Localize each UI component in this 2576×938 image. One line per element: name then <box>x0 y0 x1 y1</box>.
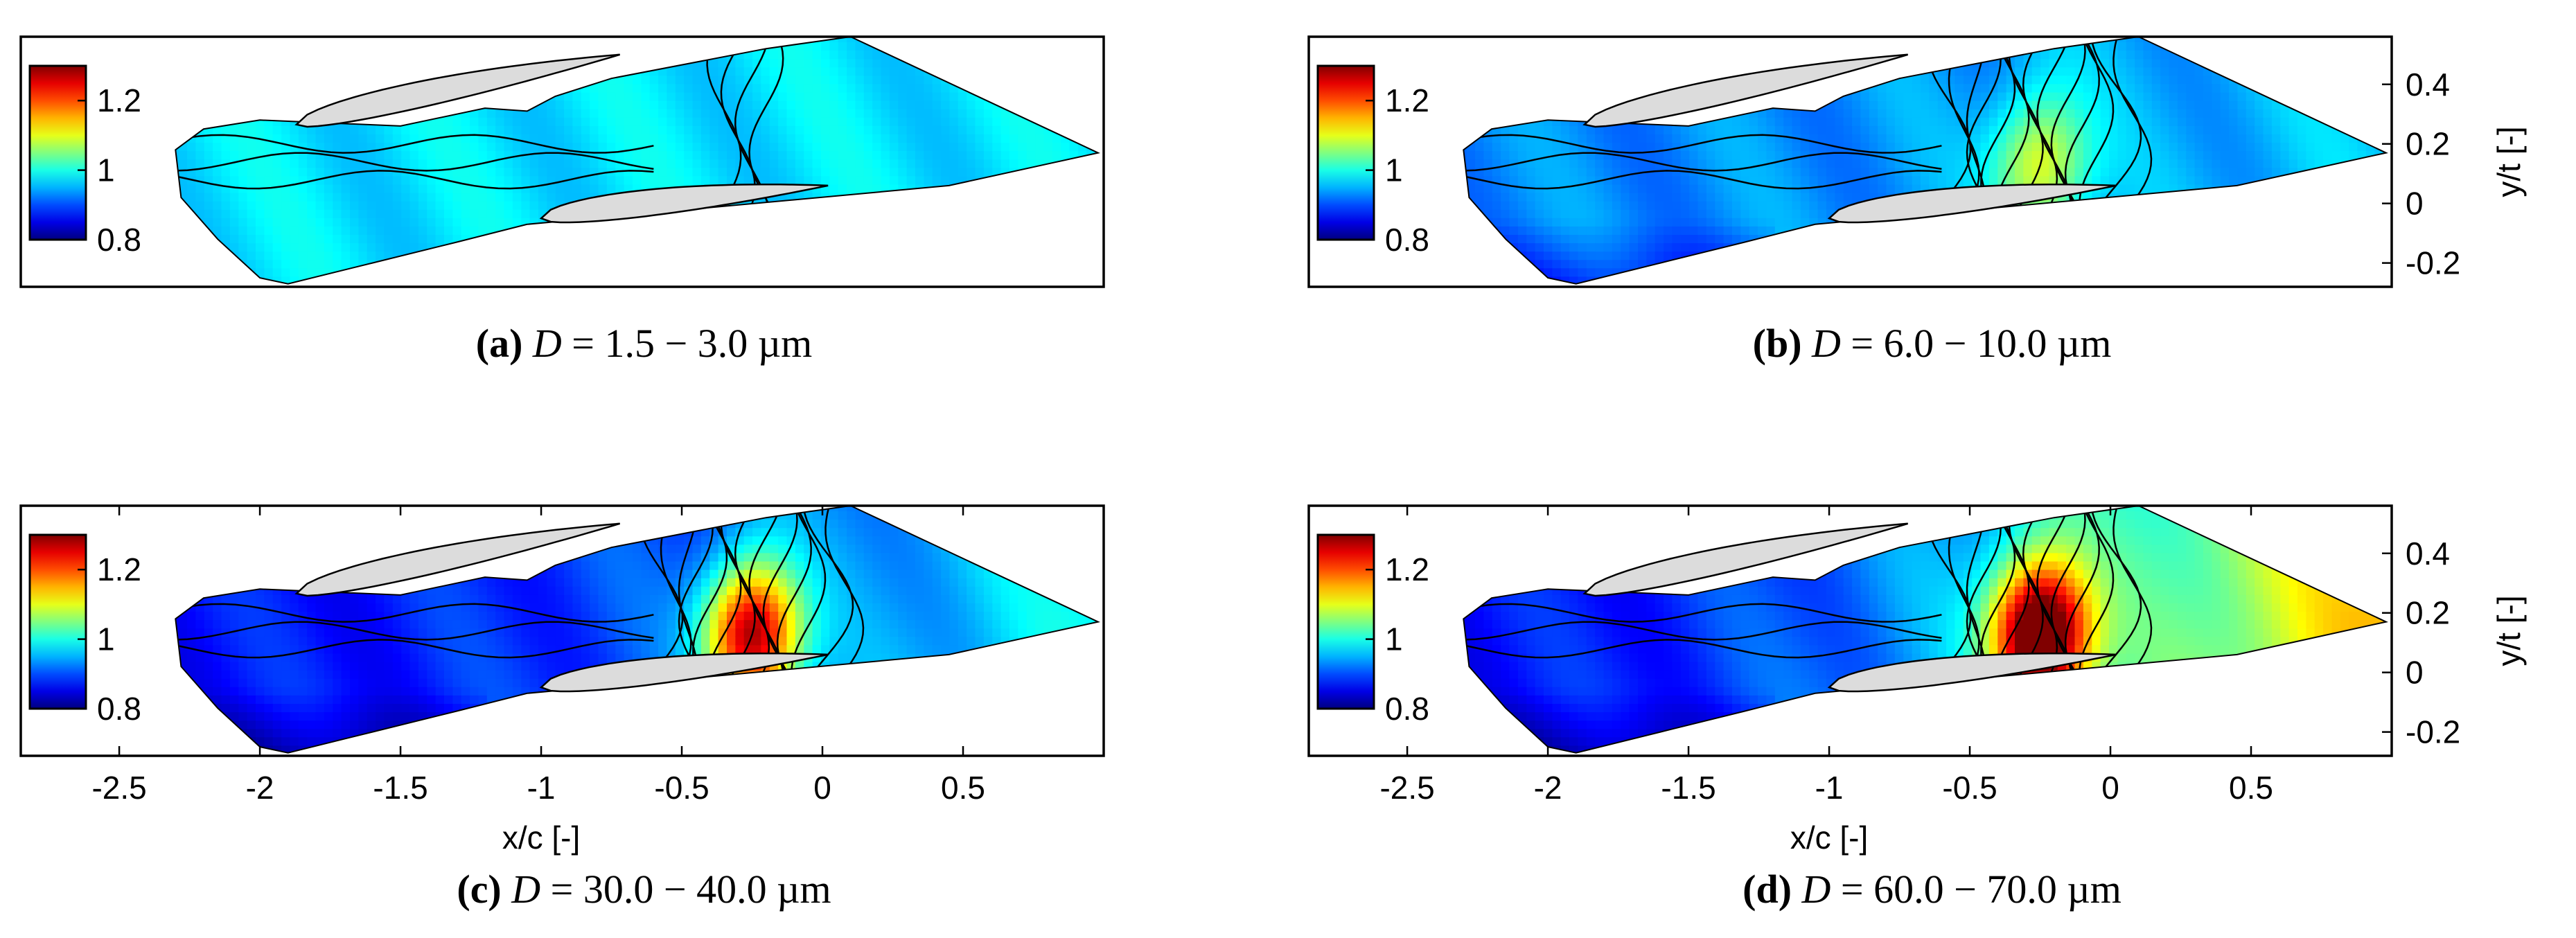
xtick-label-d-4: -0.5 <box>1942 770 1997 806</box>
caption-c: (c) D = 30.0 − 40.0 µm <box>0 866 1288 912</box>
xtick-label-c-5: 0 <box>813 770 831 806</box>
colorbar-c <box>28 533 87 710</box>
plot-frame-b <box>1307 35 2393 288</box>
caption-b: (b) D = 6.0 − 10.0 µm <box>1288 320 2576 366</box>
ytick-label-d-1: 0.2 <box>2406 595 2450 631</box>
ytick-label-d-0: 0.4 <box>2406 536 2450 572</box>
caption-d-eq: = <box>1840 867 1864 912</box>
field-c <box>175 506 1098 753</box>
airfoil-c-2 <box>539 653 829 693</box>
caption-d: (d) D = 60.0 − 70.0 µm <box>1288 866 2576 912</box>
colorbar-label-b-2: 0.8 <box>1385 222 1429 258</box>
field-a <box>175 37 1098 284</box>
colorbar-label-a-0: 1.2 <box>97 82 141 118</box>
airfoil-b-2 <box>1827 184 2117 224</box>
yaxis-label-d: y/t [-] <box>2491 595 2527 666</box>
xtick-label-d-2: -1.5 <box>1661 770 1715 806</box>
caption-a: (a) D = 1.5 − 3.0 µm <box>0 320 1288 366</box>
xtick-label-d-3: -1 <box>1815 770 1844 806</box>
xtick-label-c-3: -1 <box>527 770 556 806</box>
ytick-label-d-3: -0.2 <box>2406 714 2460 750</box>
panel-d: 1.2 1 0.8 -2.5 -2 -1.5 -1 -0.5 0 0.5 x/c [-] 0.4 0.2… <box>1288 469 2576 938</box>
colorbar-a <box>28 64 87 241</box>
caption-a-label: (a) <box>475 321 523 366</box>
caption-c-eq: = <box>550 867 574 912</box>
contour-plot-c: 1.2 1 0.8 -2.5 -2 -1.5 -1 -0.5 0 0.5 x/c [-] <box>19 504 1105 856</box>
colorbar-label-c-2: 0.8 <box>97 691 141 727</box>
colorbar-label-a-1: 1 <box>97 152 115 188</box>
airfoil-a-2 <box>539 184 829 224</box>
plot-frame-c <box>19 504 1105 757</box>
xtick-label-c-1: -2 <box>246 770 274 806</box>
colorbar-label-b-1: 1 <box>1385 152 1403 188</box>
yaxis-label-b: y/t [-] <box>2491 126 2527 197</box>
colorbar-d <box>1316 533 1375 710</box>
panel-c: 1.2 1 0.8 -2.5 -2 -1.5 -1 -0.5 0 0.5 x/c [-] (c) D… <box>0 469 1288 938</box>
ytick-label-b-1: 0.2 <box>2406 126 2450 162</box>
xtick-label-c-0: -2.5 <box>91 770 146 806</box>
colorbar-label-a-2: 0.8 <box>97 222 141 258</box>
xtick-label-c-6: 0.5 <box>941 770 985 806</box>
caption-b-var: D <box>1812 321 1841 366</box>
caption-c-range: 30.0 − 40.0 µm <box>583 867 831 912</box>
contour-plot-b: 1.2 1 0.8 0.4 0.2 0 -0.2 y/t [-] <box>1307 35 2527 288</box>
field-b <box>1463 37 2386 284</box>
domain-outline-d <box>1463 504 2388 754</box>
ytick-label-b-2: 0 <box>2406 186 2424 222</box>
xtick-label-c-2: -1.5 <box>373 770 427 806</box>
colorbar-b <box>1316 64 1375 241</box>
panel-b: 1.2 1 0.8 0.4 0.2 0 -0.2 y/t [-] (b) D = 6.0 − … <box>1288 0 2576 469</box>
airfoil-d-2 <box>1827 653 2117 693</box>
xtick-label-d-0: -2.5 <box>1379 770 1434 806</box>
plot-frame-a <box>19 35 1105 288</box>
contour-plot-d: 1.2 1 0.8 -2.5 -2 -1.5 -1 -0.5 0 0.5 x/c [-] 0.4 0.2… <box>1307 504 2527 856</box>
colorbar-label-d-2: 0.8 <box>1385 691 1429 727</box>
ytick-label-d-2: 0 <box>2406 655 2424 691</box>
caption-b-range: 6.0 − 10.0 µm <box>1883 321 2112 366</box>
ytick-label-b-0: 0.4 <box>2406 67 2450 103</box>
xaxis-label-c: x/c [-] <box>502 820 580 856</box>
caption-c-label: (c) <box>457 867 502 912</box>
contour-plot-a: 1.2 1 0.8 <box>19 35 1105 288</box>
xtick-label-d-5: 0 <box>2101 770 2119 806</box>
airfoil-a-1 <box>294 53 621 128</box>
caption-a-range: 1.5 − 3.0 µm <box>604 321 813 366</box>
xtick-label-d-6: 0.5 <box>2229 770 2273 806</box>
panel-a: 1.2 1 0.8 (a) D = 1.5 − 3.0 µm <box>0 0 1288 469</box>
xtick-label-c-4: -0.5 <box>654 770 709 806</box>
xtick-label-d-1: -2 <box>1534 770 1562 806</box>
ytick-label-b-3: -0.2 <box>2406 245 2460 281</box>
caption-a-var: D <box>532 321 562 366</box>
xaxis-label-d: x/c [-] <box>1790 820 1868 856</box>
caption-b-label: (b) <box>1752 321 1802 366</box>
colorbar-label-d-1: 1 <box>1385 621 1403 657</box>
caption-d-label: (d) <box>1743 867 1792 912</box>
plot-frame-d <box>1307 504 2393 757</box>
domain-outline-b <box>1463 35 2388 285</box>
domain-outline-c <box>175 504 1100 754</box>
caption-b-eq: = <box>1851 321 1874 366</box>
caption-c-var: D <box>511 867 541 912</box>
colorbar-label-d-0: 1.2 <box>1385 551 1429 587</box>
colorbar-label-b-0: 1.2 <box>1385 82 1429 118</box>
caption-d-var: D <box>1801 867 1831 912</box>
caption-a-eq: = <box>572 321 594 366</box>
colorbar-label-c-1: 1 <box>97 621 115 657</box>
airfoil-c-1 <box>294 522 621 597</box>
colorbar-label-c-0: 1.2 <box>97 551 141 587</box>
field-d <box>1463 506 2386 753</box>
airfoil-d-1 <box>1582 522 1909 597</box>
domain-outline-a <box>175 35 1100 285</box>
airfoil-b-1 <box>1582 53 1909 128</box>
caption-d-range: 60.0 − 70.0 µm <box>1873 867 2121 912</box>
